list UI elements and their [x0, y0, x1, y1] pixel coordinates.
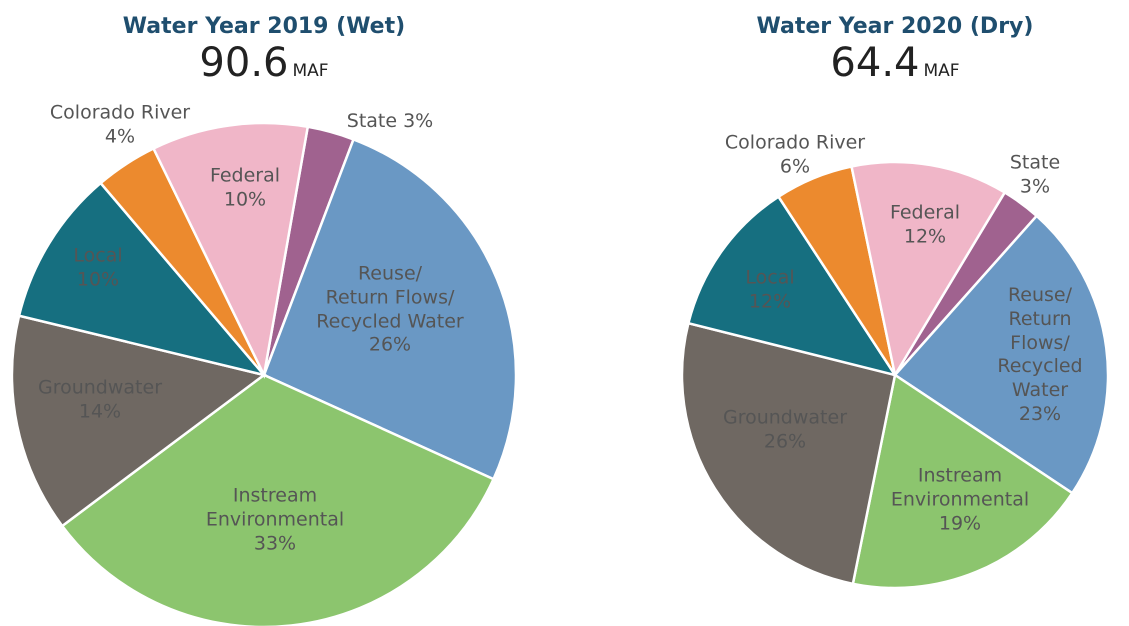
- slice-label: Colorado River 4%: [50, 101, 190, 149]
- slice-category: Groundwater: [722, 406, 848, 429]
- slice-label: Local 10%: [73, 244, 122, 292]
- slice-label: State 3%: [1010, 151, 1060, 199]
- slice-category: State: [1009, 151, 1061, 174]
- chart-title: Water Year 2019 (Wet): [122, 14, 406, 39]
- slice-category: Local: [745, 266, 795, 289]
- slice-value: 23%: [1018, 402, 1062, 425]
- slice-value: 26%: [368, 333, 412, 356]
- slice-label: Instream Environmental 33%: [206, 484, 344, 555]
- slice-category: Colorado River: [724, 131, 866, 154]
- slice-category: Federal: [209, 164, 281, 187]
- slice-value: 19%: [938, 511, 982, 534]
- chart-title: Water Year 2020 (Dry): [756, 14, 1034, 39]
- slice-category: Local: [73, 244, 123, 267]
- slice-value: 3%: [403, 110, 434, 133]
- total-unit: MAF: [292, 61, 329, 81]
- pie-slice: [680, 321, 897, 586]
- pie-slice: [893, 214, 1110, 495]
- slice-label: Groundwater 26%: [723, 406, 847, 454]
- slice-value: 12%: [903, 225, 947, 247]
- slice-label: Federal 10%: [210, 164, 280, 212]
- total-value: 90.6: [199, 40, 289, 86]
- slice-label: Federal 12%: [890, 201, 960, 249]
- slice-category: Instream Environmental: [205, 484, 345, 531]
- pie-slice: [262, 137, 518, 481]
- slice-value: 3%: [1019, 175, 1051, 197]
- slice-value: 10%: [223, 188, 267, 210]
- pie-slice: [851, 372, 1074, 590]
- slice-label: Colorado River 6%: [725, 131, 865, 179]
- slice-value: 14%: [78, 400, 122, 422]
- slice-value: 26%: [763, 430, 807, 452]
- slice-category: Groundwater: [37, 376, 163, 399]
- slice-value: 33%: [253, 531, 297, 554]
- slice-label: Reuse/ Return Flows/ Recycled Water 26%: [316, 263, 463, 358]
- slice-value: 10%: [76, 268, 120, 290]
- slice-label: Local 12%: [745, 266, 794, 314]
- slice-category: Colorado River: [49, 101, 191, 124]
- slice-value: 4%: [104, 125, 136, 147]
- slice-label: Reuse/ Return Flows/ Recycled Water 23%: [996, 284, 1085, 427]
- pie-slice: [850, 160, 1007, 379]
- pie-slice: [10, 314, 267, 528]
- chart-total: 90.6 MAF: [34, 40, 494, 86]
- pie-slice: [686, 194, 898, 377]
- chart-total: 64.4 MAF: [665, 40, 1125, 86]
- slice-category: Reuse/ Return Flows/ Recycled Water: [997, 283, 1083, 401]
- slice-label: Groundwater 14%: [38, 376, 162, 424]
- slice-category: Federal: [889, 201, 961, 224]
- slice-label: State 3%: [344, 110, 436, 134]
- slice-value: 6%: [779, 155, 811, 177]
- pie-slice: [151, 121, 310, 380]
- slice-category: Instream Environmental: [890, 464, 1030, 511]
- slice-label: Instream Environmental 19%: [891, 464, 1029, 535]
- total-value: 64.4: [830, 40, 920, 86]
- slice-value: 12%: [748, 290, 792, 312]
- pie-slice: [17, 181, 268, 378]
- slice-category: Reuse/ Return Flows/ Recycled Water: [316, 262, 464, 333]
- slice-category: State: [346, 110, 398, 133]
- total-unit: MAF: [923, 61, 960, 81]
